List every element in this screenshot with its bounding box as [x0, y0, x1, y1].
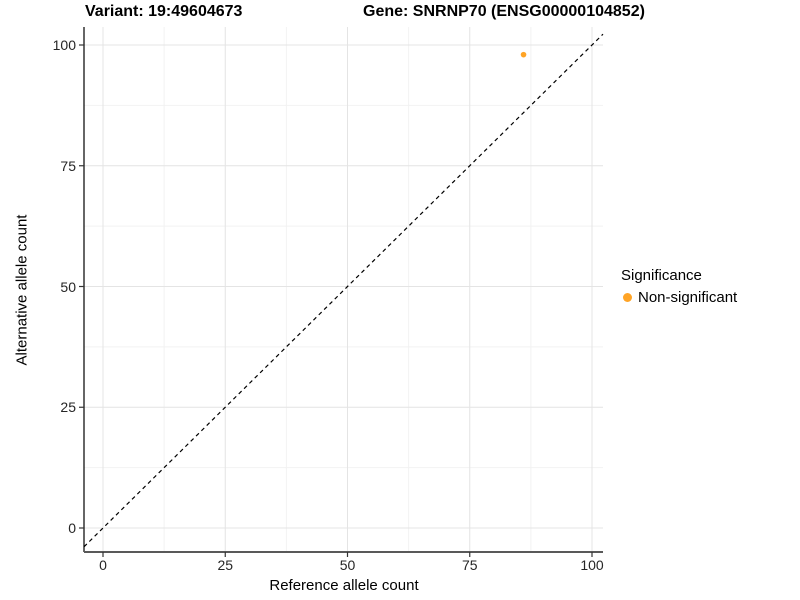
x-tick-label: 25 — [217, 557, 234, 573]
y-tick-label: 0 — [68, 520, 76, 536]
y-tick-label: 100 — [52, 37, 76, 53]
legend-item-label: Non-significant — [638, 289, 738, 306]
y-axis-title: Alternative allele count — [13, 214, 31, 366]
x-tick-label: 75 — [461, 557, 478, 573]
x-axis-title: Reference allele count — [269, 577, 419, 594]
legend: Significance Non-significant — [621, 267, 737, 306]
x-tick-label: 50 — [339, 557, 356, 573]
data-point — [520, 51, 527, 58]
identity-line — [83, 33, 604, 548]
y-tick-label: 50 — [60, 278, 76, 295]
x-tick-label: 0 — [99, 557, 107, 573]
legend-point-icon — [623, 293, 632, 302]
legend-title: Significance — [621, 267, 702, 284]
y-tick-label: 75 — [60, 157, 76, 174]
gene-title: Gene: SNRNP70 (ENSG00000104852) — [363, 3, 645, 20]
x-tick-label: 100 — [580, 557, 604, 573]
variant-title: Variant: 19:49604673 — [85, 3, 243, 20]
y-tick-label: 25 — [60, 399, 76, 416]
legend-item: Non-significant — [621, 289, 737, 306]
